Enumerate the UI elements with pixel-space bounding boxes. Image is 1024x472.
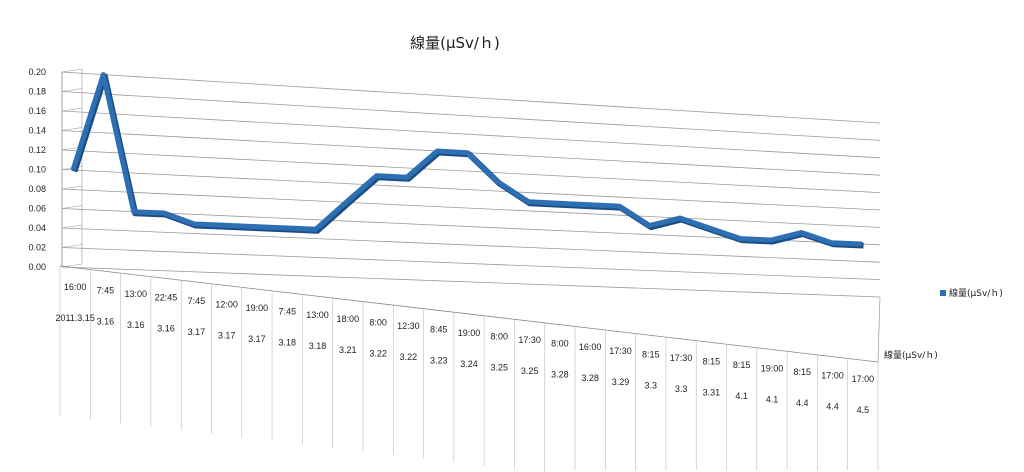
depth-axis-label: 線量(µSv/ｈ) (884, 349, 938, 361)
x-tick-time: 8:00 (369, 317, 387, 327)
gridline (61, 110, 881, 159)
x-tick-time: 19:00 (458, 328, 481, 338)
gridline (61, 91, 881, 141)
y-tick-label: 0.08 (28, 184, 46, 194)
wall-gridline (61, 88, 83, 92)
x-tick-time: 17:30 (518, 335, 541, 345)
x-tick-time: 8:15 (733, 360, 751, 370)
y-tick-label: 0.02 (28, 243, 46, 253)
x-tick-time: 8:15 (642, 349, 660, 359)
legend-label: 線量(µSv/ｈ) (949, 287, 1003, 299)
x-tick-date: 3.3 (645, 380, 658, 390)
gridline (61, 188, 881, 228)
x-tick-date: 3.18 (278, 338, 296, 348)
x-tick-time: 17:30 (670, 353, 693, 363)
chart-title: 線量(µSv/ｈ) (410, 34, 500, 52)
y-tick-label: 0.12 (28, 145, 46, 155)
x-tick-date: 3.28 (581, 373, 599, 383)
x-tick-time: 8:45 (430, 324, 448, 334)
x-tick-time: 7:45 (278, 307, 296, 317)
gridlines (61, 68, 881, 298)
x-tick-date: 4.1 (735, 391, 748, 401)
x-tick-date: 3.25 (521, 366, 539, 376)
wall-gridline (61, 185, 83, 190)
x-tick-date: 3.3 (675, 384, 688, 394)
y-tick-label: 0.00 (28, 262, 46, 272)
wall-gridline (61, 68, 83, 73)
x-tick-time: 7:45 (97, 285, 115, 295)
x-tick-date: 4.1 (766, 395, 779, 405)
x-tick-time: 17:00 (821, 371, 844, 381)
x-tick-date: 3.16 (127, 320, 145, 330)
floor-edge (877, 296, 881, 363)
x-tick-date: 3.16 (157, 323, 175, 333)
gridline (61, 266, 881, 298)
x-tick-date: 4.4 (796, 398, 809, 408)
x-tick-date: 3.17 (188, 327, 206, 337)
y-axis-ticks: 0.00 0.02 0.04 0.06 0.08 0.10 0.12 0.14 0.16 0.18… (28, 67, 46, 272)
x-tick-time: 8:00 (491, 332, 509, 342)
y-tick-label: 0.18 (28, 87, 46, 97)
x-tick-date: 3.25 (491, 363, 509, 373)
series-line-shadow (71, 73, 864, 249)
wall-gridline (61, 205, 83, 209)
x-tick-date: 3.18 (309, 341, 327, 351)
x-tick-date: 3.17 (248, 334, 266, 344)
x-tick-date: 4.5 (857, 405, 870, 415)
wall-gridline (61, 127, 83, 131)
x-tick-date: 3.16 (97, 316, 115, 326)
y-tick-label: 0.16 (28, 106, 46, 116)
gridline (61, 169, 881, 211)
wall-gridline (61, 244, 83, 248)
x-tick-date: 3.31 (703, 387, 721, 397)
x-tick-date: 3.24 (460, 359, 478, 369)
x-tick-date: 2011.3.15 (55, 313, 94, 323)
wall-gridline (61, 224, 83, 229)
x-tick-date: 3.22 (369, 348, 387, 358)
gridline (61, 247, 881, 280)
x-tick-time: 19:00 (761, 364, 784, 374)
x-tick-time: 8:15 (793, 367, 811, 377)
x-tick-time: 17:30 (609, 346, 632, 356)
y-tick-label: 0.14 (28, 126, 46, 136)
y-tick-label: 0.20 (28, 67, 46, 77)
x-tick-date: 3.28 (551, 370, 569, 380)
x-tick-date: 3.17 (218, 331, 236, 341)
y-tick-label: 0.04 (28, 223, 46, 233)
x-axis: 16:00 2011.3.15 7:45 3.16 13:00 3.16 22:45 3.16… (55, 265, 881, 472)
x-tick-date: 3.22 (400, 352, 418, 362)
x-tick-date: 3.21 (339, 345, 357, 355)
x-tick-time: 13:00 (124, 289, 147, 299)
x-tick-time: 19:00 (246, 303, 269, 313)
x-tick-time: 13:00 (306, 310, 329, 320)
gridline (61, 149, 881, 193)
series-line (70, 72, 864, 249)
x-tick-time: 18:00 (337, 314, 360, 324)
x-tick-time: 8:00 (551, 339, 569, 349)
gridline (61, 71, 881, 124)
x-axis-line (59, 265, 879, 363)
y-tick-label: 0.10 (28, 165, 46, 175)
x-tick-time: 17:00 (852, 374, 875, 384)
x-tick-time: 12:30 (397, 321, 420, 331)
x-tick-date: 4.4 (826, 402, 839, 412)
gridline (61, 227, 881, 263)
x-tick-time: 12:00 (215, 300, 238, 310)
legend: 線量(µSv/ｈ) (940, 287, 1003, 299)
wall-gridline (61, 107, 83, 112)
y-tick-label: 0.06 (28, 204, 46, 214)
legend-swatch (940, 290, 946, 296)
x-tick-time: 7:45 (188, 296, 206, 306)
x-tick-date: 3.23 (430, 355, 448, 365)
x-tick-time: 22:45 (155, 292, 178, 302)
x-tick-time: 8:15 (703, 356, 721, 366)
series-line-path (70, 72, 863, 247)
x-tick-time: 16:00 (579, 342, 602, 352)
x-tick-time: 16:00 (64, 282, 87, 292)
x-tick-date: 3.29 (612, 377, 630, 387)
